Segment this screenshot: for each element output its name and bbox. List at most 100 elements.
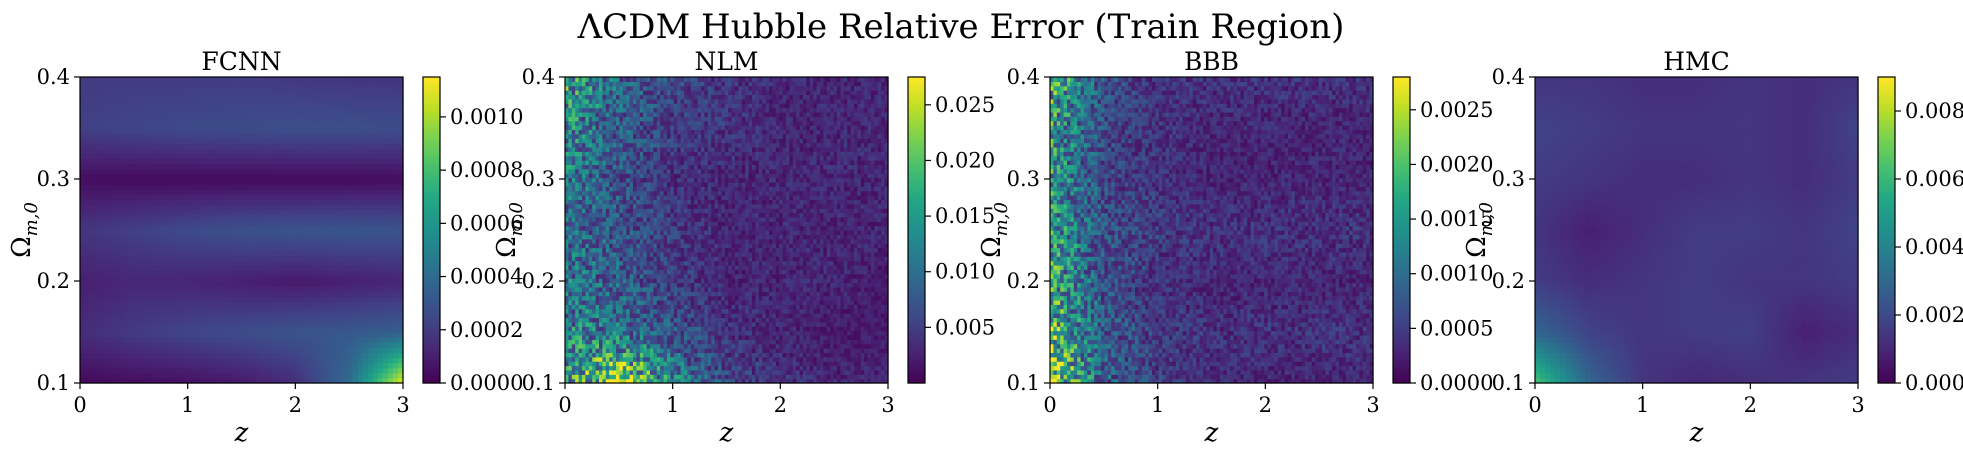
heatmap-cell — [186, 118, 192, 124]
heatmap-cell — [312, 276, 318, 282]
heatmap-cell — [322, 148, 328, 154]
heatmap-cell — [287, 317, 293, 323]
heatmap-cell — [136, 301, 142, 307]
heatmap-cell — [383, 87, 389, 93]
heatmap-cell — [317, 97, 323, 103]
heatmap-cell — [337, 266, 343, 272]
heatmap-cell — [267, 363, 273, 369]
heatmap-cell — [292, 205, 298, 211]
heatmap-cell — [156, 301, 162, 307]
heatmap-cell — [282, 123, 288, 129]
heatmap-cell — [342, 317, 348, 323]
heatmap-cell — [206, 245, 212, 251]
heatmap-cell — [176, 118, 182, 124]
heatmap-cell — [322, 225, 328, 231]
heatmap-cell — [211, 87, 217, 93]
heatmap-cell — [130, 159, 136, 165]
heatmap-cell — [196, 220, 202, 226]
heatmap-cell — [146, 128, 152, 134]
heatmap-cell — [206, 164, 212, 170]
heatmap-cell — [312, 179, 318, 185]
heatmap-cell — [317, 240, 323, 246]
heatmap-cell — [307, 199, 313, 205]
heatmap-cell — [120, 332, 126, 338]
heatmap-cell — [317, 256, 323, 262]
heatmap-cell — [80, 103, 86, 109]
heatmap-cell — [226, 194, 232, 200]
heatmap-cell — [332, 291, 338, 297]
heatmap-cell — [353, 108, 359, 114]
heatmap-cell — [388, 174, 394, 180]
heatmap-cell — [181, 128, 187, 134]
heatmap-cell — [277, 240, 283, 246]
heatmap-cell — [186, 220, 192, 226]
heatmap-cell — [105, 317, 111, 323]
heatmap-cell — [216, 347, 222, 353]
heatmap-cell — [378, 97, 384, 103]
heatmap-cell — [317, 327, 323, 333]
heatmap-cell — [388, 210, 394, 216]
heatmap-cell — [181, 220, 187, 226]
heatmap-cell — [252, 87, 258, 93]
heatmap-cell — [206, 235, 212, 241]
heatmap-cell — [196, 194, 202, 200]
heatmap-cell — [100, 143, 106, 149]
heatmap-cell — [95, 322, 101, 328]
heatmap-cell — [125, 286, 131, 292]
heatmap-cell — [100, 179, 106, 185]
heatmap-cell — [287, 342, 293, 348]
heatmap-cell — [307, 276, 313, 282]
heatmap-cell — [80, 164, 86, 170]
heatmap-cell — [171, 271, 177, 277]
heatmap-cell — [156, 199, 162, 205]
heatmap-cell — [171, 261, 177, 267]
heatmap-cell — [342, 199, 348, 205]
heatmap-cell — [373, 312, 379, 318]
heatmap-cell — [125, 189, 131, 195]
heatmap-cell — [236, 92, 242, 98]
heatmap-cell — [221, 97, 227, 103]
heatmap-cell — [247, 352, 253, 358]
heatmap-cell — [191, 210, 197, 216]
heatmap-cell — [378, 103, 384, 109]
heatmap-cell — [337, 220, 343, 226]
heatmap-cell — [125, 327, 131, 333]
heatmap-cell — [146, 148, 152, 154]
heatmap-cell — [125, 159, 131, 165]
heatmap-cell — [236, 133, 242, 139]
heatmap-cell — [236, 352, 242, 358]
heatmap-cell — [151, 281, 157, 287]
heatmap-cell — [388, 179, 394, 185]
heatmap-cell — [146, 77, 152, 83]
heatmap-cell — [90, 337, 96, 343]
heatmap-cell — [85, 337, 91, 343]
heatmap-cell — [358, 317, 364, 323]
heatmap-cell — [287, 138, 293, 144]
heatmap-cell — [292, 77, 298, 83]
heatmap-cell — [322, 184, 328, 190]
heatmap-cell — [166, 77, 172, 83]
heatmap-cell — [95, 266, 101, 272]
heatmap-cell — [156, 77, 162, 83]
heatmap-cell — [327, 123, 333, 129]
heatmap-cell — [277, 215, 283, 221]
heatmap-cell — [130, 347, 136, 353]
heatmap-cell — [257, 179, 263, 185]
heatmap-cell — [383, 261, 389, 267]
heatmap-cell — [332, 250, 338, 256]
heatmap-cell — [388, 301, 394, 307]
heatmap-cell — [373, 123, 379, 129]
heatmap-cell — [201, 92, 207, 98]
heatmap-cell — [272, 159, 278, 165]
heatmap-cell — [247, 87, 253, 93]
heatmap-cell — [226, 148, 232, 154]
colorbar-tick-label: 0.0010 — [450, 105, 523, 129]
heatmap-cell — [322, 332, 328, 338]
heatmap-cell — [282, 317, 288, 323]
heatmap-cell — [211, 220, 217, 226]
heatmap-cell — [353, 133, 359, 139]
heatmap-cell — [206, 266, 212, 272]
heatmap-cell — [221, 352, 227, 358]
heatmap-cell — [317, 250, 323, 256]
heatmap-cell — [171, 342, 177, 348]
